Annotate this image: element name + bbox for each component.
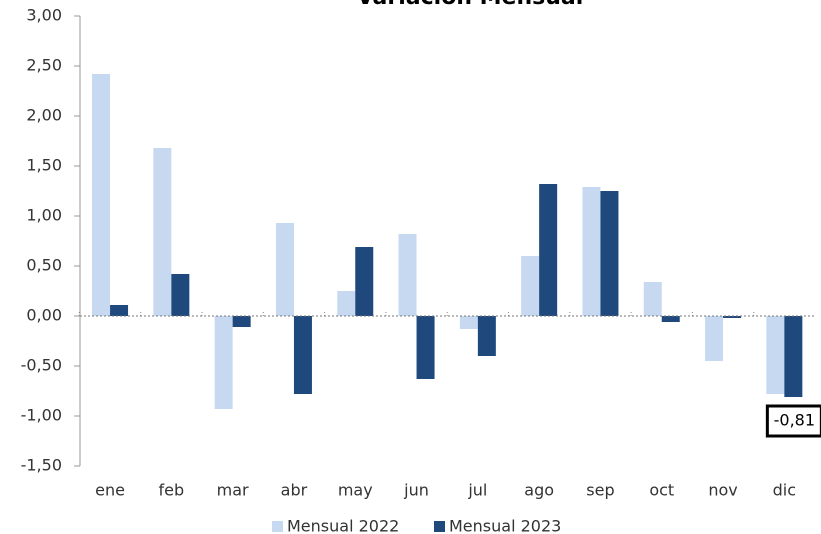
y-tick-label: -1,50 bbox=[21, 456, 62, 475]
data-label-box bbox=[765, 404, 821, 438]
legend-swatch bbox=[272, 521, 283, 532]
y-tick-label: 2,00 bbox=[26, 106, 62, 125]
y-tick-label: 1,50 bbox=[26, 156, 62, 175]
y-tick-label: 2,50 bbox=[26, 56, 62, 75]
x-tick-label: jun bbox=[403, 481, 429, 500]
bar bbox=[766, 316, 785, 394]
bar bbox=[153, 148, 172, 316]
x-tick-label: feb bbox=[159, 481, 185, 500]
chart-title: Variación Mensual bbox=[357, 0, 584, 10]
x-tick-label: nov bbox=[708, 481, 737, 500]
x-tick-label: ene bbox=[95, 481, 125, 500]
bar bbox=[214, 316, 233, 409]
data-label: -0,81 bbox=[774, 411, 815, 430]
bar bbox=[355, 247, 374, 316]
bar bbox=[600, 191, 619, 316]
bar bbox=[582, 187, 601, 316]
x-tick-label: mar bbox=[217, 481, 249, 500]
bar bbox=[398, 234, 417, 316]
legend-label: Mensual 2022 bbox=[287, 517, 399, 534]
x-tick-label: oct bbox=[649, 481, 674, 500]
bar bbox=[521, 256, 540, 316]
y-tick-label: -1,00 bbox=[21, 406, 62, 425]
bar bbox=[459, 316, 478, 329]
bar bbox=[705, 316, 724, 361]
bar bbox=[275, 223, 294, 316]
bar bbox=[293, 316, 312, 394]
bar bbox=[539, 184, 558, 316]
x-tick-label: ago bbox=[524, 481, 554, 500]
y-tick-label: 0,50 bbox=[26, 256, 62, 275]
x-tick-label: sep bbox=[586, 481, 614, 500]
legend-swatch bbox=[434, 521, 445, 532]
bar bbox=[92, 74, 111, 316]
y-tick-label: 0,00 bbox=[26, 306, 62, 325]
legend-label: Mensual 2023 bbox=[449, 517, 561, 534]
bar bbox=[416, 316, 435, 379]
bar bbox=[643, 282, 662, 316]
x-tick-label: abr bbox=[281, 481, 308, 500]
y-tick-label: 3,00 bbox=[26, 6, 62, 25]
x-tick-label: dic bbox=[773, 481, 796, 500]
bar bbox=[171, 274, 190, 316]
bar bbox=[784, 316, 803, 397]
bar bbox=[477, 316, 496, 356]
y-tick-label: -0,50 bbox=[21, 356, 62, 375]
bar bbox=[723, 316, 742, 318]
bar bbox=[661, 316, 680, 322]
x-tick-label: may bbox=[338, 481, 373, 500]
y-tick-label: 1,00 bbox=[26, 206, 62, 225]
bar bbox=[232, 316, 251, 327]
bar bbox=[110, 305, 129, 316]
bar bbox=[337, 291, 356, 316]
x-tick-label: jul bbox=[467, 481, 487, 500]
